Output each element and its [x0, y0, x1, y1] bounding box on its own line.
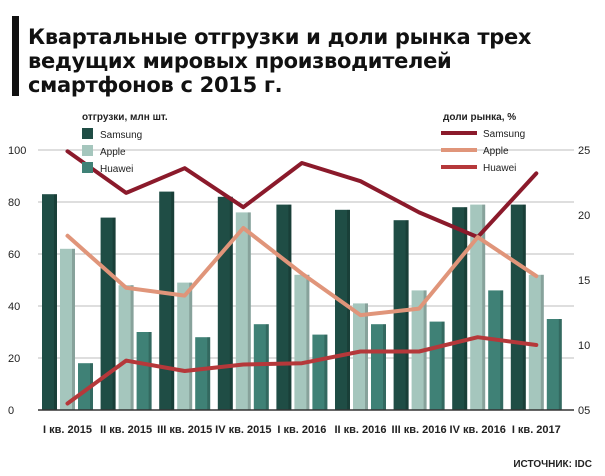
bar-shade — [72, 248, 75, 410]
right-tick-label: 15 — [578, 275, 590, 287]
bar-shade — [500, 290, 504, 410]
bar-shade — [247, 212, 251, 410]
bar-huawei — [253, 324, 269, 410]
category-label: II кв. 2015 — [100, 424, 152, 436]
bar-shade — [365, 303, 368, 410]
bar-huawei — [195, 337, 211, 410]
legend-label-huawei-share: Huawei — [483, 163, 516, 174]
bar-shade — [130, 285, 134, 410]
bar-legend-title: отгрузки, млн шт. — [82, 112, 168, 123]
bar-huawei — [546, 319, 562, 410]
left-tick-label: 40 — [8, 301, 20, 313]
left-tick-label: 80 — [8, 197, 20, 209]
legend-label-samsung: Samsung — [100, 130, 142, 141]
bar-shade — [207, 337, 211, 410]
category-label: I кв. 2017 — [512, 424, 561, 436]
bar-shade — [171, 191, 175, 410]
category-label: I кв. 2015 — [43, 424, 92, 436]
bar-shade — [189, 282, 193, 410]
bar-shade — [265, 324, 269, 410]
bar-apple — [177, 282, 193, 410]
bar-apple — [60, 248, 75, 410]
bar-apple — [235, 212, 251, 410]
category-label: II кв. 2016 — [334, 424, 386, 436]
bar-huawei — [312, 334, 328, 410]
axes: 0 20 40 60 80 100 05 10 15 20 25 I кв. 2015 II кв. 2… — [8, 145, 590, 436]
legend-swatch — [82, 162, 93, 173]
category-label: IV кв. 2016 — [450, 424, 506, 436]
title-accent-bar — [12, 16, 19, 96]
bar-huawei — [136, 332, 152, 410]
bar-shade — [324, 334, 328, 410]
bar-samsung — [510, 204, 526, 410]
category-label: III кв. 2015 — [157, 424, 212, 436]
bar-shade — [405, 220, 409, 410]
bar-shade — [540, 274, 544, 410]
category-label: III кв. 2016 — [392, 424, 447, 436]
category-label: IV кв. 2015 — [215, 424, 271, 436]
bar-shade — [288, 204, 292, 410]
line-samsung — [65, 149, 539, 240]
bar-samsung — [159, 191, 175, 410]
source-note: ИСТОЧНИК: IDC — [513, 459, 592, 470]
legend-swatch — [82, 128, 93, 139]
line-apple — [65, 226, 539, 318]
left-tick-label: 20 — [8, 353, 20, 365]
bar-apple — [528, 274, 544, 410]
bar-samsung — [100, 217, 116, 410]
legend-label-apple: Apple — [100, 147, 126, 158]
bar-shade — [383, 324, 386, 410]
bar-shade — [306, 274, 310, 410]
share-lines — [65, 149, 539, 406]
legend: отгрузки, млн шт. Samsung Apple Huawei доли … — [82, 112, 525, 175]
right-tick-label: 20 — [578, 210, 590, 222]
bar-samsung — [452, 207, 468, 410]
bar-shade — [464, 207, 468, 410]
category-label: I кв. 2016 — [277, 424, 326, 436]
bar-shade — [112, 217, 116, 410]
bar-samsung — [335, 209, 350, 410]
bar-shade — [54, 194, 57, 410]
bar-huawei — [78, 363, 93, 410]
right-tick-label: 25 — [578, 145, 590, 157]
bar-samsung — [393, 220, 409, 410]
right-tick-label: 05 — [578, 405, 590, 417]
bar-shade — [558, 319, 562, 410]
left-tick-label: 0 — [8, 405, 14, 417]
bars — [42, 191, 562, 410]
bar-shade — [229, 196, 233, 410]
bar-shade — [522, 204, 526, 410]
bar-apple — [470, 204, 486, 410]
bar-apple — [294, 274, 310, 410]
right-tick-label: 10 — [578, 340, 590, 352]
line-legend-title: доли рынка, % — [443, 112, 516, 123]
bar-shade — [347, 209, 350, 410]
bar-shade — [148, 332, 152, 410]
left-tick-label: 60 — [8, 249, 20, 261]
line-huawei — [65, 335, 539, 406]
bar-huawei — [371, 324, 386, 410]
bar-huawei — [429, 321, 445, 410]
bar-shade — [441, 321, 445, 410]
legend-label-huawei: Huawei — [100, 164, 133, 175]
left-tick-label: 100 — [8, 145, 26, 157]
bar-shade — [482, 204, 486, 410]
legend-label-apple-share: Apple — [483, 146, 509, 157]
bar-apple — [118, 285, 134, 410]
bar-apple — [353, 303, 368, 410]
legend-swatch — [82, 145, 93, 156]
chart-title: Квартальные отгрузки и доли рынка трех в… — [28, 25, 532, 97]
legend-label-samsung-share: Samsung — [483, 129, 525, 140]
bar-samsung — [42, 194, 57, 410]
bar-huawei — [488, 290, 504, 410]
